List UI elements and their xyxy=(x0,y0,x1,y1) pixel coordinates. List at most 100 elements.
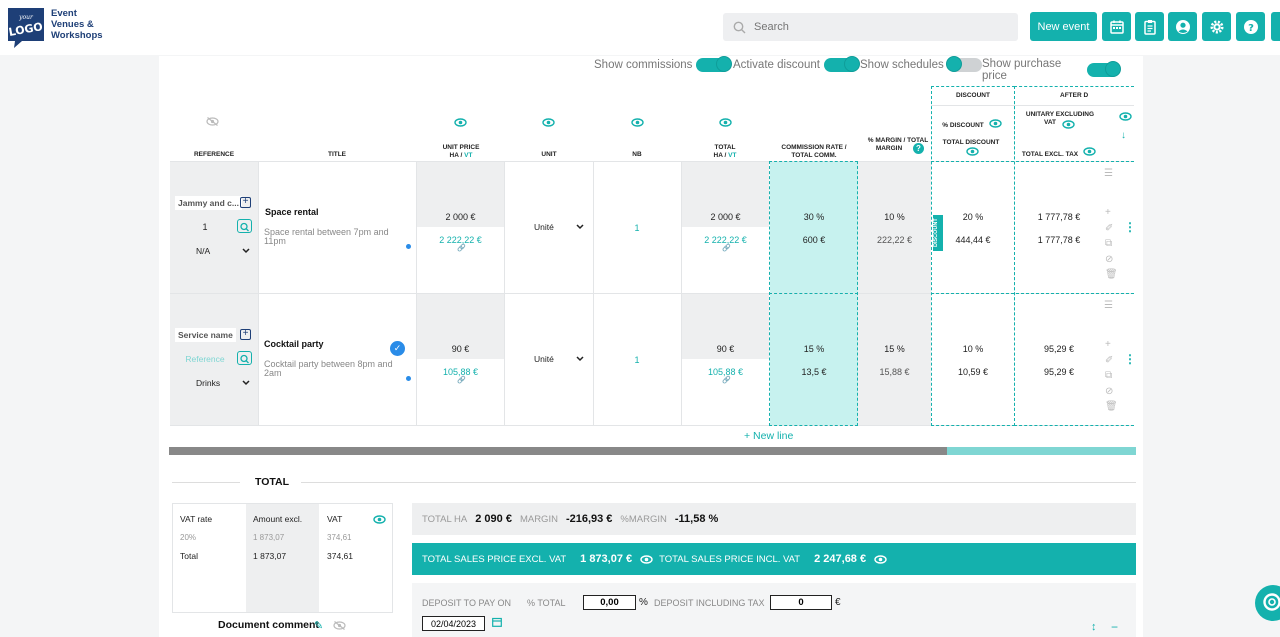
check-icon[interactable]: ✓ xyxy=(390,341,405,356)
status-dot xyxy=(406,244,411,249)
discount-pct[interactable]: 10 % xyxy=(962,344,984,354)
row-description[interactable]: Cocktail party between 8pm and 2am xyxy=(264,360,404,378)
category-select[interactable]: Drinks xyxy=(196,378,250,388)
copy-icon[interactable]: ⧉ xyxy=(1105,238,1113,249)
paint-icon[interactable]: ✐ xyxy=(1105,355,1114,366)
drag-handle-icon[interactable]: ☰ xyxy=(1104,168,1113,179)
unit-price-vt[interactable]: 105,88 € xyxy=(442,367,479,377)
unit-select[interactable]: Unité xyxy=(534,222,584,232)
disable-icon[interactable]: ⊘ xyxy=(1105,254,1114,265)
row-reference-code[interactable]: 1 xyxy=(202,222,208,232)
switch-off[interactable] xyxy=(945,56,982,72)
toggle-show-commissions[interactable]: Show commissions xyxy=(594,56,733,72)
eye-slash-icon[interactable] xyxy=(206,117,219,126)
support-chat-button[interactable] xyxy=(1255,585,1280,621)
eye-icon[interactable] xyxy=(373,515,386,524)
link-icon[interactable]: 🔗 xyxy=(457,377,466,384)
row-description[interactable]: Space rental between 7pm and 11pm xyxy=(264,228,404,246)
search-reference-button[interactable] xyxy=(237,351,252,365)
unit-price-ha[interactable]: 90 € xyxy=(451,344,470,354)
calendar-icon[interactable] xyxy=(492,617,502,627)
new-event-button[interactable]: New event xyxy=(1030,12,1097,41)
row-title[interactable]: Space rental xyxy=(265,207,319,217)
commission-rate[interactable]: 30 % xyxy=(803,212,825,222)
quantity[interactable]: 1 xyxy=(634,223,640,233)
commission-rate[interactable]: 15 % xyxy=(803,344,825,354)
eye-slash-icon[interactable] xyxy=(333,621,346,630)
more-options-icon[interactable]: ⋮ xyxy=(1124,352,1136,366)
discount-dashed-divider xyxy=(931,161,1134,162)
eye-icon[interactable] xyxy=(1119,112,1132,121)
eye-icon[interactable] xyxy=(719,118,732,127)
resize-vertical-icon[interactable]: ↕ xyxy=(1091,621,1097,633)
link-icon[interactable]: 🔗 xyxy=(457,245,466,252)
link-icon[interactable]: 🔗 xyxy=(722,245,731,252)
row-reference-name[interactable]: Jammy and c... xyxy=(175,196,242,210)
edit-pencil-icon[interactable]: ✎ xyxy=(314,620,324,632)
collapse-minus-icon[interactable]: − xyxy=(1111,620,1119,634)
unit-select[interactable]: Unité xyxy=(534,354,584,364)
eye-icon[interactable] xyxy=(1083,147,1096,156)
category-select[interactable]: N/A xyxy=(196,246,250,256)
trash-icon[interactable]: 🗑 xyxy=(1105,269,1118,280)
help-button[interactable]: ? xyxy=(1236,12,1265,41)
unit-price-bg-2 xyxy=(417,293,504,359)
vat-header-rate: VAT rate xyxy=(180,514,213,524)
unit-price-vt[interactable]: 2 222,22 € xyxy=(439,235,482,245)
eye-icon[interactable] xyxy=(640,554,653,564)
eye-icon[interactable] xyxy=(989,119,1002,128)
help-icon[interactable]: ? xyxy=(913,143,924,154)
document-comment-label: Document comment xyxy=(218,619,319,631)
paint-icon[interactable]: ✐ xyxy=(1105,223,1114,234)
eye-icon[interactable] xyxy=(966,147,979,156)
eye-icon[interactable] xyxy=(631,118,644,127)
header-discount-group: DISCOUNT xyxy=(956,92,990,99)
search-reference-button[interactable] xyxy=(237,219,252,233)
disable-icon[interactable]: ⊘ xyxy=(1105,386,1114,397)
discount-total: 10,59 € xyxy=(957,367,989,377)
deposit-date-input[interactable] xyxy=(422,616,485,631)
copy-icon[interactable]: ⧉ xyxy=(1105,370,1113,381)
link-icon[interactable]: 🔗 xyxy=(722,377,731,384)
add-reference-icon[interactable]: + xyxy=(240,329,251,340)
user-profile-button[interactable] xyxy=(1168,12,1197,41)
col-divider xyxy=(416,161,417,425)
scrollbar-thumb[interactable] xyxy=(169,447,947,455)
switch-on[interactable] xyxy=(696,56,733,72)
eye-icon[interactable] xyxy=(1062,120,1075,129)
add-new-line-button[interactable]: + New line xyxy=(744,430,794,442)
calendar-button[interactable] xyxy=(1102,12,1131,41)
toggle-show-schedules[interactable]: Show schedules xyxy=(860,56,982,72)
more-options-icon[interactable]: ⋮ xyxy=(1124,220,1136,234)
header-line: % MARGIN / TOTAL xyxy=(867,137,929,144)
clipboard-button[interactable] xyxy=(1135,12,1164,41)
unit-price-ha[interactable]: 2 000 € xyxy=(445,212,476,222)
add-icon[interactable]: + xyxy=(1105,207,1111,218)
toggle-activate-discount[interactable]: Activate discount xyxy=(733,56,860,72)
row-reference-name[interactable]: Service name xyxy=(175,328,236,342)
add-icon[interactable]: + xyxy=(1105,339,1111,350)
pct-total-input[interactable] xyxy=(583,595,636,610)
switch-on[interactable] xyxy=(1087,61,1121,77)
sort-down-icon[interactable]: ↓ xyxy=(1121,130,1126,141)
trash-icon[interactable]: 🗑 xyxy=(1105,401,1118,412)
pct-total-label: % TOTAL xyxy=(527,598,566,608)
quantity[interactable]: 1 xyxy=(634,355,640,365)
discount-pct[interactable]: 20 % xyxy=(962,212,984,222)
eye-icon[interactable] xyxy=(454,118,467,127)
settings-button[interactable] xyxy=(1202,12,1231,41)
eye-icon[interactable] xyxy=(874,554,887,564)
language-flag-button[interactable] xyxy=(1271,12,1280,41)
brand-name: Event Venues & Workshops xyxy=(51,8,103,41)
search-input[interactable] xyxy=(754,21,994,33)
deposit-incl-input[interactable] xyxy=(770,595,832,610)
row-reference-code[interactable]: Reference xyxy=(185,354,225,364)
eye-icon[interactable] xyxy=(542,118,555,127)
add-reference-icon[interactable]: + xyxy=(240,197,251,208)
drag-handle-icon[interactable]: ☰ xyxy=(1104,300,1113,311)
switch-on[interactable] xyxy=(823,56,860,72)
company-logo[interactable]: your LOGO xyxy=(4,5,48,49)
search-bar[interactable] xyxy=(723,13,1018,41)
toggle-show-purchase-price[interactable]: Show purchase price xyxy=(982,58,1121,82)
row-title[interactable]: Cocktail party xyxy=(264,339,324,349)
